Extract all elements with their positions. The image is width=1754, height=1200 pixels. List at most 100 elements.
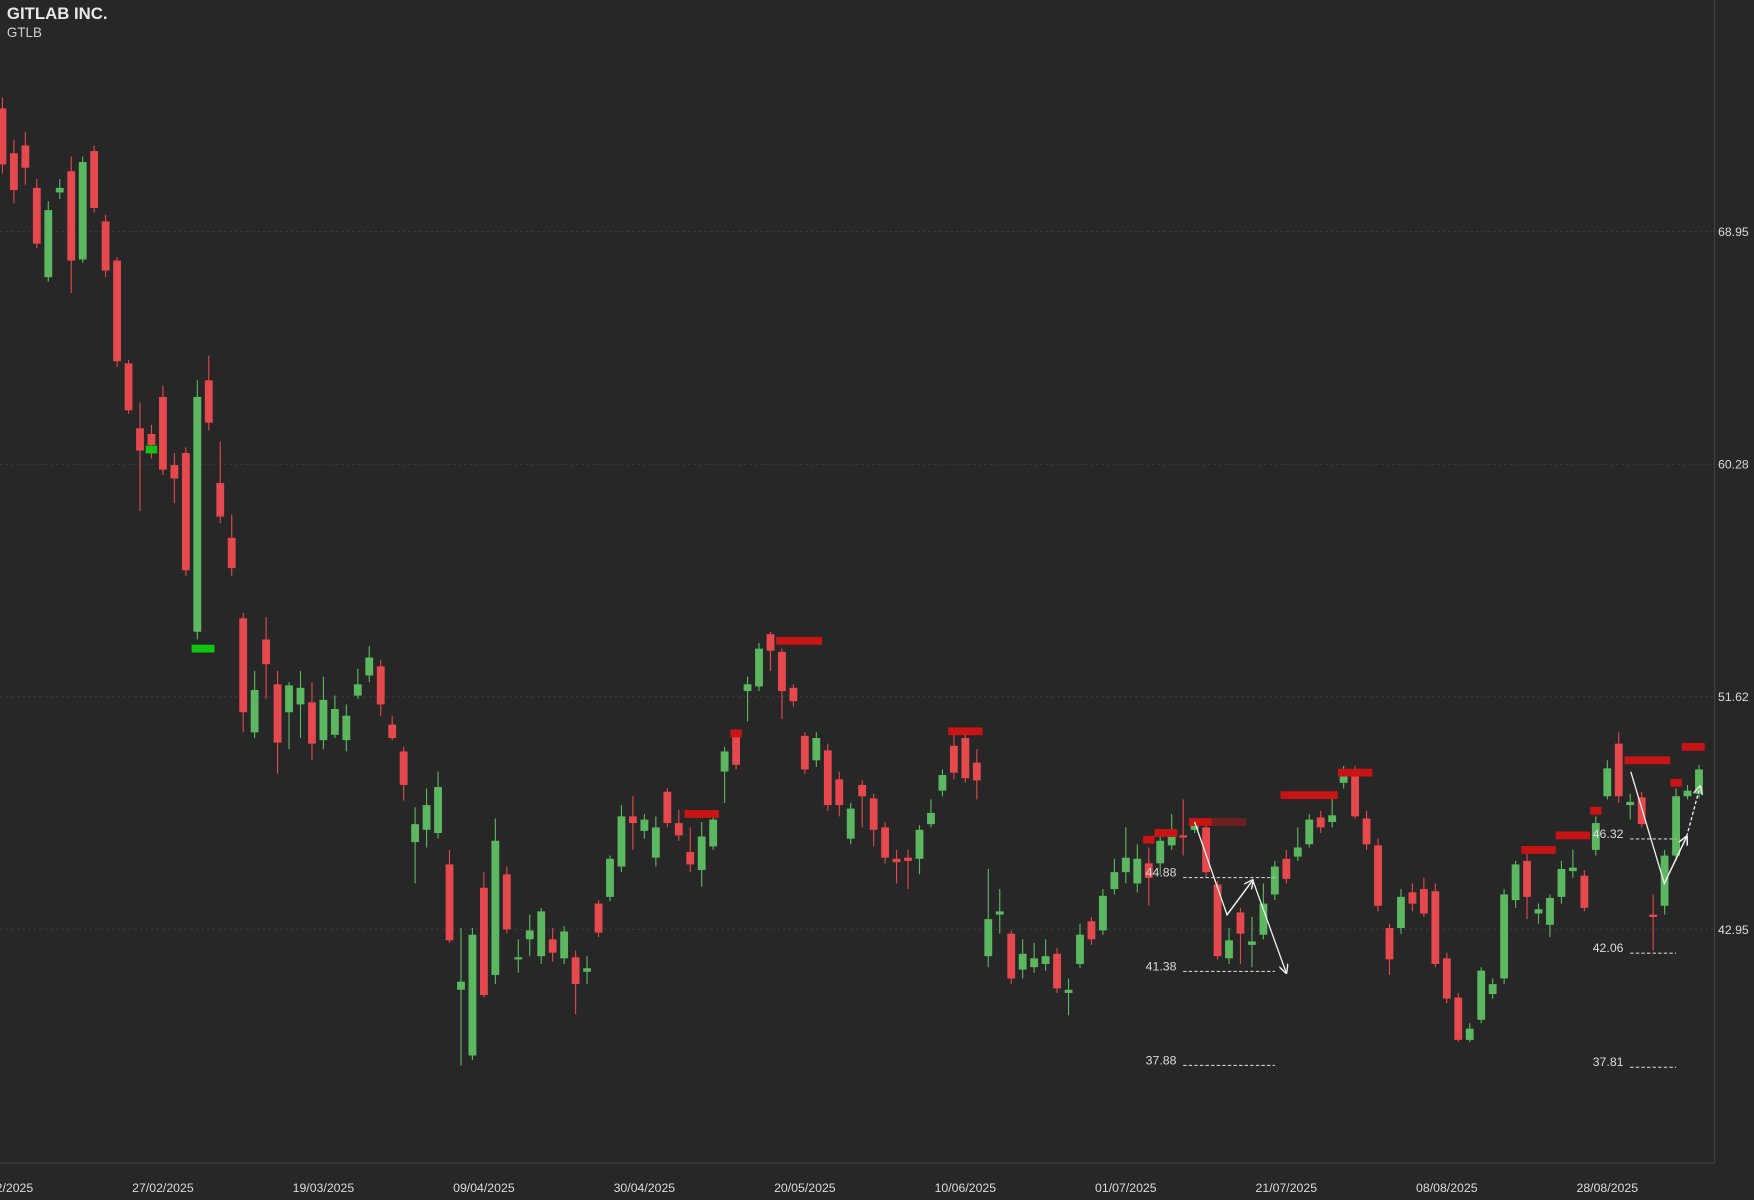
candle-body [388,724,397,739]
candle-body [1190,825,1199,830]
candle-body [1179,835,1188,838]
candle-body [1672,796,1680,856]
candle-body [239,618,248,713]
candle-body [1523,860,1531,897]
candle-body [1546,897,1554,925]
candle-body [1018,953,1027,970]
candle-body [1488,984,1497,995]
candle-body [113,260,121,362]
candle-body [1557,868,1566,897]
candle-body [1695,769,1703,794]
candle-body [1511,864,1520,901]
candle-body [147,433,156,445]
candle-body [159,396,167,470]
candle-body [789,687,798,702]
candle-body [892,858,901,863]
candle-body [1076,934,1084,964]
candle-body [55,187,64,193]
candles [0,97,1703,1066]
candle-body [273,684,282,743]
candle-body [330,709,339,735]
candle-body [1614,743,1623,797]
candle-body [1683,790,1692,797]
candle-body [720,751,729,772]
chart-subtitle: GTLB [7,25,42,40]
signal-bar [730,729,742,738]
signal-bar [1211,818,1247,826]
signal-bar [948,727,983,736]
candle-body [674,823,683,836]
candle-body [927,812,935,825]
candle-body [32,187,41,244]
y-tick-label: 68.95 [1718,225,1749,239]
candle-body [1362,818,1371,845]
candle-body [571,957,580,985]
candle-body [1626,801,1635,806]
level-label: 41.38 [1146,959,1177,973]
x-tick-label: 09/04/2025 [453,1181,515,1195]
candle-body [1374,845,1382,906]
x-tick-label: 06/02/2025 [0,1181,33,1195]
candle-body [445,864,454,941]
candle-body [1316,817,1325,828]
candle-body [1351,771,1360,817]
candle-body [1087,921,1096,940]
candle-body [766,634,775,651]
level-label: 37.88 [1146,1053,1177,1067]
candle-body [1431,891,1440,964]
candle-body [1282,858,1291,879]
signal-bar [1624,756,1671,765]
candle-body [319,699,328,741]
level-label: 46.32 [1593,827,1624,841]
candle-body [285,685,293,713]
candle-body [9,153,18,191]
candle-body [640,819,649,831]
signal-bar [191,644,215,653]
candle-body [1030,958,1039,968]
candle-body [296,687,305,705]
candle-body [709,819,718,847]
pattern-arrow [1663,837,1686,884]
candle-body [365,657,374,676]
signal-bar [1521,845,1556,854]
candle-body [1603,768,1612,797]
candle-body [697,836,706,871]
candle-body [1064,989,1073,993]
candle-body [216,483,225,517]
candle-body [1007,933,1016,979]
candle-body [732,733,741,765]
x-tick-label: 08/08/2025 [1416,1181,1478,1195]
candle-body [1293,847,1302,857]
candle-body [984,919,993,957]
candle-body [193,396,202,632]
candle-body [308,702,316,744]
candle-body [422,805,431,830]
candle-body [1121,857,1130,873]
candle-body [262,639,271,665]
pattern-arrow [1686,786,1700,837]
candle-body [858,784,867,797]
candle-body [376,666,385,705]
candle-body [606,858,614,897]
candle-body [1408,892,1417,904]
candle-body [1385,928,1394,960]
candle-body [1236,912,1245,934]
candle-body [938,775,947,791]
candle-body [869,798,878,830]
candle-body [1270,866,1279,895]
candle-body [1580,875,1589,908]
candle-body [743,684,752,692]
candle-body [972,762,981,781]
candle-body [1568,867,1577,872]
candle-body [342,715,351,741]
candle-body [250,689,259,733]
x-tick-label: 27/02/2025 [132,1181,194,1195]
level-label: 37.81 [1593,1055,1624,1069]
candle-body [1167,833,1176,846]
candle-body [560,931,569,959]
candle-body [457,981,465,990]
candle-body [204,380,213,423]
candle-body [124,363,133,411]
candle-body [949,745,958,773]
